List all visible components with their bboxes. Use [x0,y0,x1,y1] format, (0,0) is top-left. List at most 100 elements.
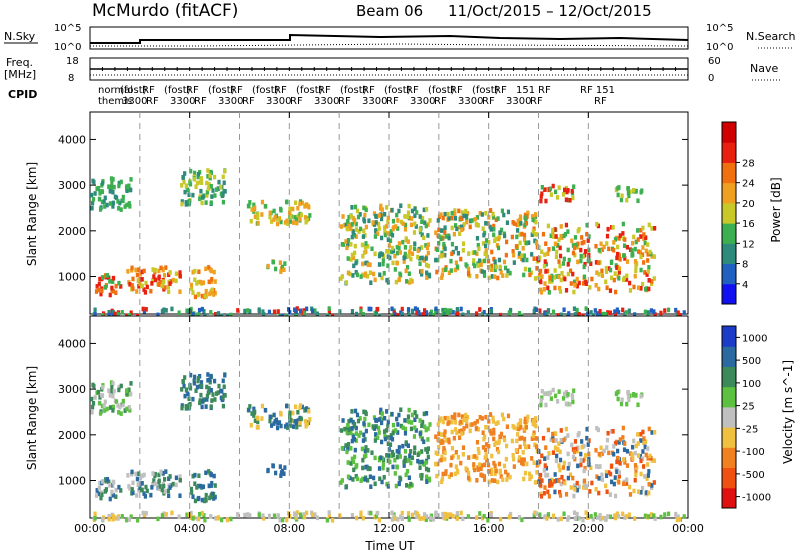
range-gate-cell [442,515,447,521]
range-gate-cell [391,260,395,266]
range-gate-cell [543,463,547,468]
range-gate-cell [108,482,112,488]
range-gate-cell [642,436,646,441]
range-gate-cell [395,454,399,460]
range-gate-cell [573,279,577,285]
range-gate-cell [209,387,213,393]
range-gate-cell [183,171,187,176]
range-gate-cell [199,380,204,385]
range-gate-cell [475,273,479,279]
range-gate-cell [381,465,385,471]
range-gate-cell [516,228,520,233]
range-gate-cell [366,466,370,472]
range-gate-cell [641,245,645,250]
range-gate-cell [408,453,412,459]
range-gate-cell [140,269,144,275]
range-gate-cell [204,470,208,476]
range-gate-cell [379,251,383,256]
range-gate-cell [304,202,309,207]
range-gate-cell [413,213,417,219]
range-gate-cell [496,479,500,485]
range-gate-cell [350,456,354,462]
range-gate-cell [561,465,566,470]
range-gate-cell [508,307,513,313]
range-gate-cell [624,277,629,282]
range-gate-cell [577,484,581,490]
range-gate-cell [414,428,418,433]
range-gate-cell [495,447,500,452]
range-gate-cell [564,185,568,191]
range-gate-cell [504,443,509,449]
range-gate-cell [378,410,383,415]
range-gate-cell [674,511,678,517]
range-gate-cell [464,466,468,471]
cpid-entry: RF [434,96,447,107]
range-gate-cell [409,245,413,250]
range-gate-cell [140,487,144,493]
range-gate-cell [556,399,560,404]
range-gate-cell [268,414,272,420]
range-gate-cell [564,389,568,395]
range-gate-cell [303,215,308,220]
range-gate-cell [424,460,428,465]
range-gate-cell [114,283,118,289]
cpid-entry: RF 151 [580,85,615,96]
range-gate-cell [164,512,168,517]
range-gate-cell [460,210,464,215]
range-gate-cell [349,257,353,262]
range-gate-cell [546,285,550,291]
range-gate-cell [582,478,587,484]
range-gate-cell [646,514,651,519]
range-gate-cell [426,437,430,442]
range-gate-cell [412,246,417,251]
range-gate-cell [275,425,280,431]
range-gate-cell [257,512,261,518]
range-gate-cell [540,274,544,279]
range-gate-cell [196,378,200,384]
range-gate-cell [187,396,191,401]
range-gate-cell [473,420,477,426]
range-gate-cell [493,471,497,477]
range-gate-cell [349,418,353,423]
range-gate-cell [615,511,619,517]
range-gate-cell [572,493,576,499]
range-gate-cell [209,310,213,315]
range-gate-cell [610,259,614,265]
range-gate-cell [383,436,388,442]
range-gate-cell [424,223,428,229]
range-gate-cell [105,273,110,278]
range-gate-cell [532,308,536,314]
range-gate-cell [558,289,563,294]
range-gate-cell [475,477,479,483]
range-gate-cell [339,276,343,281]
range-gate-cell [597,272,601,277]
range-gate-cell [480,212,484,217]
range-gate-cell [201,280,206,285]
range-gate-cell [434,230,438,236]
range-gate-cell [530,436,534,441]
nsky-tick-top: 10^5 [54,23,81,34]
range-gate-cell [157,479,161,485]
range-gate-cell [358,226,363,232]
range-gate-cell [410,420,414,425]
range-gate-cell [586,238,590,243]
range-gate-cell [180,405,184,411]
range-gate-cell [260,212,264,217]
range-gate-cell [500,208,505,214]
colorbar-segment [722,366,736,388]
range-gate-cell [459,460,463,466]
range-gate-cell [339,224,344,229]
range-gate-cell [653,429,657,435]
range-gate-cell [412,434,417,439]
range-gate-cell [608,288,613,293]
range-gate-cell [103,408,107,413]
range-gate-cell [562,256,566,262]
range-gate-cell [464,262,468,267]
range-gate-cell [111,310,116,315]
range-gate-cell [608,492,613,497]
range-gate-cell [97,281,101,287]
range-gate-cell [542,468,546,473]
range-gate-cell [449,472,453,477]
range-gate-cell [539,290,544,295]
range-gate-cell [126,269,130,274]
